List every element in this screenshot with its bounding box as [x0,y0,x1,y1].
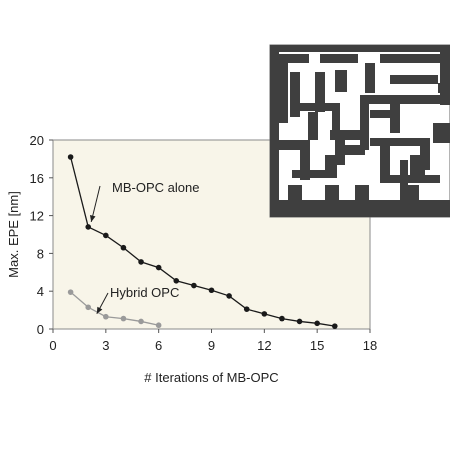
series-0-point-12 [279,315,285,322]
inset-shape-7 [279,63,288,123]
inset-shape-21 [330,130,360,140]
inset-shape-18 [360,95,369,150]
inset-shape-22 [335,140,345,165]
series-0-point-13 [296,318,303,325]
series-0-point-1 [85,224,92,230]
x-tick-label-6: 6 [155,338,162,353]
series-0-point-11 [261,311,268,317]
annotation-hybrid-opc: Hybrid OPC [110,285,179,300]
y-tick-label-16: 16 [30,171,44,186]
inset-shape-3 [279,54,309,63]
inset-shape-6 [440,45,450,105]
inset-shape-4 [320,54,358,63]
inset-shape-2 [270,200,450,217]
x-tick-label-12: 12 [257,338,271,353]
series-0-point-14 [314,320,320,327]
series-1-point-3 [120,315,127,322]
inset-shape-29 [300,140,310,180]
inset-shape-24 [370,138,430,146]
inset-shape-36 [325,185,339,200]
inset-shape-9 [315,72,325,112]
x-tick-label-3: 3 [102,338,109,353]
inset-shape-33 [410,155,425,175]
x-tick-label-0: 0 [49,338,56,353]
inset-shape-34 [400,160,408,200]
inset-shape-32 [380,175,440,183]
inset-shape-14 [300,103,340,111]
series-0-point-6 [173,278,180,284]
inset-shape-37 [355,185,369,200]
arrow-hybrid-opc-head [96,306,103,314]
inset-shape-35 [288,185,302,200]
data-marks [67,154,338,329]
series-1-point-4 [138,318,144,325]
inset-shape-20 [390,103,400,133]
series-line-1 [70,291,159,326]
series-1-point-0 [67,289,74,295]
series-0-point-15 [331,323,338,329]
mask-layout-inset [269,44,450,218]
inset-shape-1 [270,45,450,52]
inset-shape-10 [335,70,347,92]
series-0-point-10 [243,306,250,312]
inset-shape-15 [332,103,340,135]
series-0-point-0 [67,154,74,160]
inset-shape-31 [325,155,337,170]
inset-shape-38 [405,185,419,200]
y-tick-label-4: 4 [37,284,44,299]
y-tick-label-8: 8 [37,246,44,261]
x-tick-label-18: 18 [363,338,377,353]
inset-shape-19 [370,110,400,118]
inset-shape-16 [308,112,318,140]
x-tick-label-15: 15 [310,338,324,353]
inset-shape-25 [380,145,390,175]
series-0-point-2 [103,232,109,239]
inset-shape-5 [380,54,440,63]
x-tick-label-9: 9 [208,338,215,353]
inset-shape-12 [390,75,438,84]
inset-shape-23 [345,145,365,155]
inset-shape-11 [365,63,375,93]
series-1-point-5 [155,322,162,329]
inset-shape-0 [270,45,279,217]
arrow-mb-opc-alone-head [89,215,96,222]
inset-shape-13 [438,83,450,93]
y-tick-label-0: 0 [37,322,44,337]
series-1-point-1 [85,304,92,311]
inset-shape-28 [279,140,304,150]
inset-shape-17 [360,95,440,104]
x-axis-title: # Iterations of MB-OPC [144,370,278,385]
y-axis-title: Max. EPE [nm] [6,191,21,278]
y-tick-label-12: 12 [30,209,44,224]
series-0-point-5 [155,264,162,271]
inset-shape-8 [290,72,300,117]
series-0-point-7 [191,282,197,289]
inset-shape-27 [433,123,450,143]
inset-shape-30 [292,170,337,178]
series-0-point-9 [226,293,232,299]
annotation-mb-opc-alone: MB-OPC alone [112,180,199,195]
series-0-point-3 [120,244,127,251]
series-line-0 [69,156,335,327]
series-0-point-4 [138,259,144,265]
series-0-point-8 [208,287,215,294]
y-tick-label-20: 20 [30,133,44,148]
series-1-point-2 [103,313,109,320]
